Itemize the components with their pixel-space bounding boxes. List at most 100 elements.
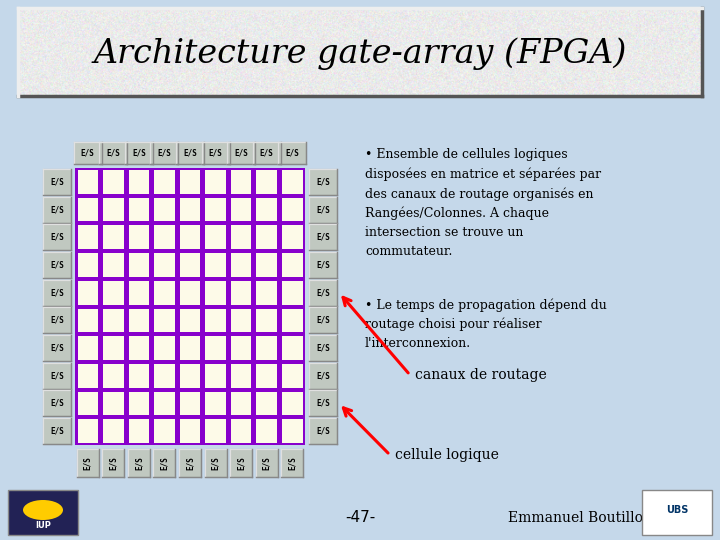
Bar bbox=[99, 142, 127, 164]
Text: E/S: E/S bbox=[50, 233, 64, 242]
Bar bbox=[227, 142, 255, 164]
Bar bbox=[78, 392, 98, 415]
Text: E/S: E/S bbox=[316, 343, 330, 353]
Bar bbox=[180, 308, 200, 332]
Bar bbox=[205, 364, 226, 388]
FancyArrowPatch shape bbox=[343, 408, 388, 453]
Bar bbox=[282, 336, 302, 360]
Ellipse shape bbox=[23, 500, 63, 520]
Text: E/S: E/S bbox=[186, 456, 194, 470]
Bar bbox=[205, 170, 226, 194]
Bar bbox=[256, 336, 277, 360]
Bar bbox=[129, 281, 149, 305]
Text: E/S: E/S bbox=[316, 233, 330, 242]
Text: E/S: E/S bbox=[288, 456, 297, 470]
Bar bbox=[78, 308, 98, 332]
Bar bbox=[205, 419, 226, 443]
Bar bbox=[309, 335, 337, 361]
Text: -47-: -47- bbox=[345, 510, 375, 525]
Bar bbox=[154, 225, 175, 249]
Bar bbox=[102, 449, 125, 477]
Bar bbox=[43, 307, 71, 333]
Bar bbox=[78, 225, 98, 249]
Bar bbox=[205, 253, 226, 277]
Bar bbox=[78, 419, 98, 443]
Text: E/S: E/S bbox=[316, 205, 330, 214]
Bar bbox=[231, 364, 251, 388]
Bar bbox=[278, 142, 306, 164]
Text: E/S: E/S bbox=[50, 399, 64, 408]
Bar bbox=[205, 392, 226, 415]
Bar bbox=[231, 392, 251, 415]
Bar bbox=[282, 419, 302, 443]
Bar bbox=[256, 364, 277, 388]
Text: E/S: E/S bbox=[262, 456, 271, 470]
Text: E/S: E/S bbox=[50, 427, 64, 436]
Bar bbox=[282, 364, 302, 388]
Text: E/S: E/S bbox=[132, 148, 146, 158]
Bar bbox=[256, 170, 277, 194]
Bar bbox=[205, 281, 226, 305]
Text: E/S: E/S bbox=[135, 456, 143, 470]
Bar bbox=[43, 252, 71, 278]
Text: E/S: E/S bbox=[285, 148, 299, 158]
Bar bbox=[78, 170, 98, 194]
Bar bbox=[179, 449, 201, 477]
Bar bbox=[180, 170, 200, 194]
Bar bbox=[282, 198, 302, 221]
Text: cellule logique: cellule logique bbox=[395, 448, 499, 462]
Text: E/S: E/S bbox=[50, 372, 64, 380]
Bar bbox=[8, 490, 78, 535]
Bar bbox=[43, 224, 71, 250]
Bar bbox=[204, 449, 227, 477]
Bar bbox=[154, 392, 175, 415]
Bar bbox=[154, 281, 175, 305]
Bar bbox=[231, 198, 251, 221]
Bar bbox=[129, 198, 149, 221]
Bar bbox=[256, 281, 277, 305]
Bar bbox=[256, 308, 277, 332]
Bar bbox=[309, 169, 337, 195]
Bar bbox=[103, 419, 124, 443]
Text: E/S: E/S bbox=[316, 288, 330, 297]
Text: IUP: IUP bbox=[35, 521, 51, 530]
Bar bbox=[231, 336, 251, 360]
Text: E/S: E/S bbox=[50, 343, 64, 353]
Text: E/S: E/S bbox=[50, 205, 64, 214]
Text: E/S: E/S bbox=[234, 148, 248, 158]
Bar bbox=[129, 170, 149, 194]
Bar bbox=[309, 418, 337, 444]
Bar bbox=[154, 336, 175, 360]
Bar bbox=[309, 307, 337, 333]
Text: E/S: E/S bbox=[81, 148, 95, 158]
Bar bbox=[128, 449, 150, 477]
Bar bbox=[77, 449, 99, 477]
Bar bbox=[205, 198, 226, 221]
Text: Architecture gate-array (FPGA): Architecture gate-array (FPGA) bbox=[94, 38, 626, 70]
Bar bbox=[180, 392, 200, 415]
Bar bbox=[231, 281, 251, 305]
Bar bbox=[103, 336, 124, 360]
Bar bbox=[309, 280, 337, 306]
Bar bbox=[256, 419, 277, 443]
Bar bbox=[282, 253, 302, 277]
Bar bbox=[253, 142, 281, 164]
Text: E/S: E/S bbox=[160, 456, 169, 470]
Bar bbox=[309, 363, 337, 389]
Bar bbox=[43, 169, 71, 195]
Bar bbox=[309, 224, 337, 250]
Bar bbox=[256, 253, 277, 277]
Text: • Ensemble de cellules logiques
disposées en matrice et séparées par
des canaux : • Ensemble de cellules logiques disposée… bbox=[365, 148, 601, 259]
Bar bbox=[180, 253, 200, 277]
Bar bbox=[176, 142, 204, 164]
Bar bbox=[129, 336, 149, 360]
Bar bbox=[180, 281, 200, 305]
Text: E/S: E/S bbox=[316, 177, 330, 186]
Bar bbox=[154, 198, 175, 221]
Bar bbox=[309, 252, 337, 278]
Bar bbox=[103, 198, 124, 221]
Text: E/S: E/S bbox=[237, 456, 246, 470]
Bar bbox=[205, 308, 226, 332]
Bar bbox=[129, 253, 149, 277]
Bar bbox=[129, 364, 149, 388]
